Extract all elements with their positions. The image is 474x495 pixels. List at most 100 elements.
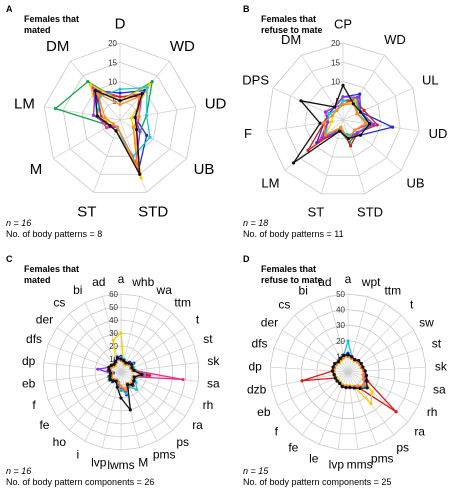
data-point (130, 366, 134, 370)
grid-ring (269, 293, 427, 450)
data-point (128, 408, 132, 412)
axis-spoke (43, 371, 122, 382)
data-point (108, 124, 112, 128)
data-point (133, 115, 137, 119)
panel-heading: Females that (261, 264, 316, 274)
data-point (114, 379, 118, 383)
data-point (323, 133, 328, 137)
data-point (332, 373, 336, 377)
data-point (333, 362, 337, 366)
data-point (333, 376, 337, 380)
axis-label: cs (53, 296, 65, 310)
data-point (119, 396, 123, 400)
axis-label: STD (138, 203, 168, 220)
data-point (291, 161, 296, 165)
data-point (88, 83, 92, 87)
axis-label: lvp (329, 457, 345, 471)
axis-label: sa (207, 376, 220, 390)
axis-label: le (309, 452, 319, 466)
panel-letter: C (6, 254, 13, 264)
data-point (365, 386, 369, 390)
data-point (108, 377, 112, 381)
data-point (109, 371, 113, 375)
axis-label: ST (308, 205, 325, 220)
axis-label: sk (435, 359, 448, 373)
data-point (148, 135, 152, 139)
panel-heading: Females that (24, 14, 79, 24)
data-point (108, 374, 112, 378)
data-point (355, 131, 360, 135)
data-point (132, 368, 136, 373)
axis-label: ad (318, 275, 331, 289)
tick-label: 50 (109, 303, 118, 312)
data-point (148, 83, 152, 87)
data-point (300, 379, 304, 383)
series-line (97, 92, 141, 168)
axis-spoke (342, 119, 420, 132)
grid-ring (316, 340, 380, 404)
data-point (358, 386, 362, 391)
data-point (140, 91, 144, 96)
tick-label: 15 (108, 58, 117, 67)
data-point (371, 122, 376, 126)
axis-label: sw (419, 315, 434, 329)
data-point (348, 144, 353, 148)
axis-spoke (347, 371, 419, 406)
data-point (342, 353, 346, 357)
data-point (130, 363, 134, 367)
grid-ring (266, 42, 420, 195)
data-point (362, 108, 366, 113)
data-point (119, 357, 123, 361)
axis-label: wa (156, 283, 173, 297)
panel-letter: A (6, 4, 13, 14)
axis-label: LM (14, 95, 35, 112)
data-point (132, 375, 136, 379)
data-point (139, 176, 143, 180)
data-point (107, 365, 111, 369)
axis-label: bi (73, 283, 82, 297)
grid-ring (304, 81, 382, 158)
axis-spoke (347, 371, 409, 422)
tick-label: 20 (336, 337, 345, 346)
panel-heading: mated (24, 25, 51, 35)
axis-label: der (36, 312, 53, 326)
data-point (150, 80, 154, 84)
data-point (119, 384, 123, 388)
data-point (361, 377, 366, 381)
data-point (118, 91, 122, 95)
data-point (326, 120, 330, 124)
data-point (341, 83, 345, 87)
data-point (135, 128, 139, 132)
axis-label: dp (249, 359, 263, 373)
axis-label: bi (299, 284, 308, 298)
axis-label: ps (396, 440, 409, 454)
axis-label: lwms (107, 458, 134, 472)
data-point (369, 401, 373, 406)
axis-label: UD (429, 126, 448, 141)
data-point (119, 331, 123, 335)
data-point (103, 115, 107, 119)
panel-stat: No. of body patterns = 8 (6, 229, 102, 239)
data-point (341, 99, 345, 103)
panel-heading: Females that (24, 264, 79, 274)
axis-spoke (120, 302, 158, 373)
data-point (331, 365, 335, 369)
axis-label: der (261, 315, 278, 329)
data-point (358, 133, 363, 137)
axis-label: DM (281, 32, 301, 47)
axis-label: t (410, 297, 414, 311)
data-point (359, 362, 363, 366)
data-point (361, 365, 365, 369)
axis-label: CP (334, 17, 352, 32)
tick-label: 15 (331, 58, 340, 67)
series-line (96, 86, 151, 157)
axis-label: ho (53, 435, 67, 449)
axis-label: ra (192, 418, 203, 432)
panel-stat: No. of body patterns = 11 (243, 229, 344, 239)
data-point (390, 125, 395, 129)
data-point (322, 121, 326, 125)
